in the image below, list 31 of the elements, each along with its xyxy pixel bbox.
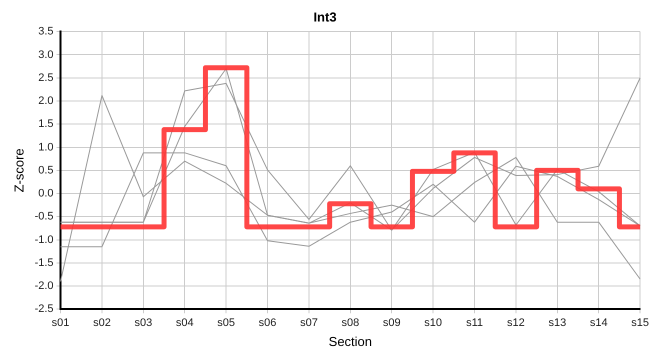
x-tick-label: s03 (134, 316, 152, 329)
y-tick-label: 3.0 (38, 48, 54, 61)
x-tick-label: s06 (258, 316, 276, 329)
x-tick-label: s01 (52, 316, 70, 329)
x-tick-label: s09 (382, 316, 401, 329)
x-tick-label: s11 (466, 316, 483, 329)
y-axis-title: Z-score (11, 148, 26, 192)
y-tick-label: 0.0 (38, 188, 54, 200)
y-tick-label: 2.0 (38, 95, 54, 108)
y-tick-label: 3.5 (38, 26, 54, 38)
x-tick-label: s04 (176, 316, 194, 329)
x-tick-label: s05 (217, 316, 236, 329)
x-tick-label: s02 (93, 316, 111, 329)
x-tick-label: s08 (341, 316, 360, 329)
y-tick-label: 2.5 (38, 72, 54, 84)
chart-title: Int3 (313, 9, 337, 24)
x-axis-title: Section (328, 334, 372, 349)
y-tick-label: -0.5 (34, 210, 54, 223)
x-tick-label: s14 (590, 316, 608, 329)
y-tick-label: -1.0 (34, 234, 54, 246)
x-tick-label: s12 (507, 316, 525, 329)
y-tick-label: -1.5 (34, 256, 54, 269)
x-tick-label: s13 (548, 316, 566, 329)
x-tick-label: s15 (631, 316, 650, 329)
y-tick-label: -2.5 (34, 303, 54, 316)
y-tick-label: -2.0 (34, 280, 54, 292)
y-tick-label: 0.5 (38, 164, 54, 176)
y-tick-label: 1.5 (38, 118, 54, 130)
x-tick-label: s07 (300, 316, 318, 329)
y-tick-label: 1.0 (38, 141, 54, 154)
x-tick-label: s10 (424, 316, 442, 329)
